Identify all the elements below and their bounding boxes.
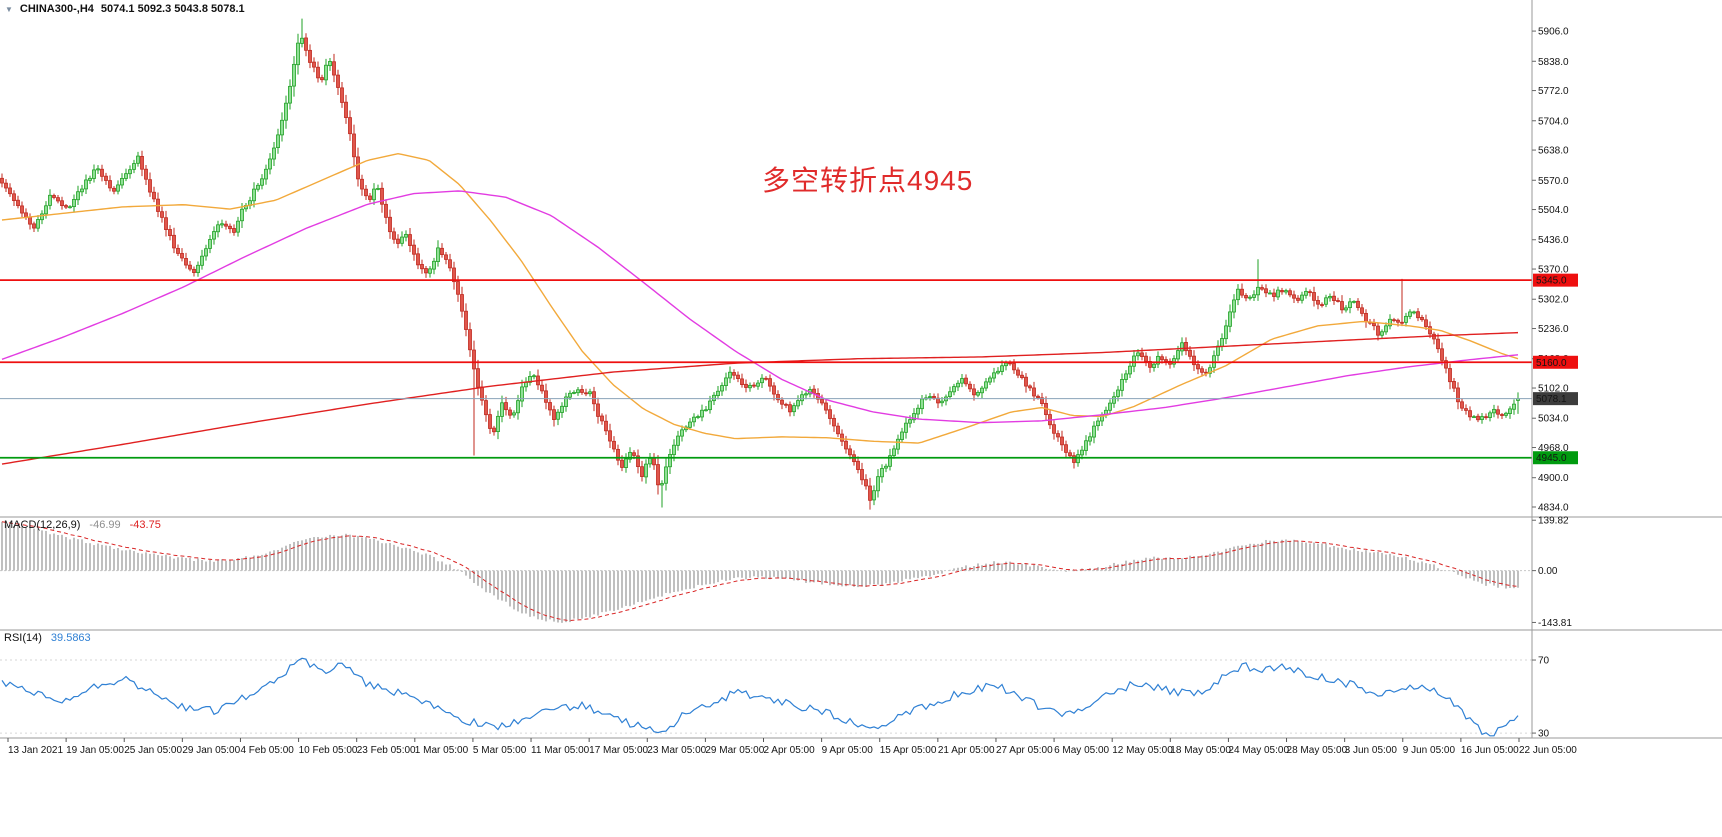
rsi-tick-label: 30 <box>1538 729 1550 740</box>
time-tick-label: 23 Mar 05:00 <box>647 745 706 756</box>
price-badge-5160.0: 5160.0 <box>1533 355 1578 369</box>
macd-signal-value: -43.75 <box>129 519 161 531</box>
time-tick-label: 28 May 05:00 <box>1287 745 1348 756</box>
price-tick-label: 5436.0 <box>1538 235 1569 246</box>
rsi-name-label: RSI(14) <box>4 632 42 644</box>
price-tick-label: 5102.0 <box>1538 384 1569 395</box>
time-tick-label: 9 Apr 05:00 <box>822 745 874 756</box>
price-tick-label: 4968.0 <box>1538 443 1569 454</box>
price-badge-5345.0: 5345.0 <box>1533 273 1578 287</box>
time-tick-label: 29 Jan 05:00 <box>182 745 240 756</box>
price-tick-label: 5838.0 <box>1538 57 1569 68</box>
time-axis: 13 Jan 2021 19 Jan 05:00 25 Jan 05:00 29 Ja… <box>7 738 1577 756</box>
rsi-axis-labels: 70 30 <box>1532 656 1550 740</box>
rsi-line <box>1 657 1519 737</box>
macd-main-value: -46.99 <box>89 519 121 531</box>
time-tick-label: 24 May 05:00 <box>1228 745 1289 756</box>
ma-medium-line <box>1 190 1519 424</box>
time-tick-label: 19 Jan 05:00 <box>66 745 124 756</box>
time-tick-label: 11 Mar 05:00 <box>531 745 590 756</box>
time-tick-label: 25 Jan 05:00 <box>124 745 182 756</box>
price-tick-label: 5236.0 <box>1538 324 1569 335</box>
time-tick-label: 18 May 05:00 <box>1170 745 1231 756</box>
price-tick-label: 5034.0 <box>1538 414 1569 425</box>
macd-indicator-title: MACD(12,26,9) -46.99 -43.75 <box>4 519 161 531</box>
price-tick-label: 4834.0 <box>1538 503 1569 514</box>
chart-title: ▼ CHINA300-,H4 5074.1 5092.3 5043.8 5078… <box>5 3 245 15</box>
time-tick-label: 12 May 05:00 <box>1112 745 1173 756</box>
price-tick-label: 4900.0 <box>1538 473 1569 484</box>
price-tick-label: 5570.0 <box>1538 176 1569 187</box>
time-tick-label: 10 Feb 05:00 <box>299 745 358 756</box>
price-badge-4945.0: 4945.0 <box>1533 451 1578 465</box>
rsi-indicator-title: RSI(14) 39.5863 <box>4 632 91 644</box>
svg-text:5160.0: 5160.0 <box>1536 358 1567 369</box>
price-tick-label: 5370.0 <box>1538 265 1569 276</box>
macd-name-label: MACD(12,26,9) <box>4 519 81 531</box>
time-tick-label: 3 Jun 05:00 <box>1345 745 1398 756</box>
price-axis-labels: 5906.0 5838.0 5772.0 5704.0 5638.0 5570.0 5504… <box>1532 27 1569 514</box>
macd-axis-labels: 139.82 0.00 -143.81 <box>1532 516 1572 629</box>
time-tick-label: 17 Mar 05:00 <box>589 745 648 756</box>
time-tick-label: 22 Jun 05:00 <box>1519 745 1577 756</box>
time-tick-label: 15 Apr 05:00 <box>880 745 937 756</box>
candles-layer[interactable] <box>0 18 1520 510</box>
ma-fast-line <box>1 152 1519 444</box>
svg-text:5345.0: 5345.0 <box>1536 276 1567 287</box>
price-tick-label: 5302.0 <box>1538 295 1569 306</box>
macd-tick-label: 139.82 <box>1538 516 1569 527</box>
price-tick-label: 5772.0 <box>1538 86 1569 97</box>
symbol-dropdown-icon[interactable]: ▼ <box>5 5 13 14</box>
time-tick-label: 29 Mar 05:00 <box>705 745 764 756</box>
time-tick-label: 4 Feb 05:00 <box>240 745 294 756</box>
chart-annotation-text: 多空转折点4945 <box>762 165 974 196</box>
ohlc-values-label: 5074.1 5092.3 5043.8 5078.1 <box>100 3 245 15</box>
time-tick-label: 16 Jun 05:00 <box>1461 745 1519 756</box>
macd-tick-label: 0.00 <box>1538 566 1558 577</box>
rsi-plot-area[interactable] <box>0 630 1532 738</box>
svg-text:5078.1: 5078.1 <box>1536 394 1567 405</box>
price-tick-label: 5906.0 <box>1538 27 1569 38</box>
chart-canvas[interactable]: 5906.0 5838.0 5772.0 5704.0 5638.0 5570.0 5504… <box>0 0 1722 770</box>
rsi-tick-label: 70 <box>1538 656 1550 667</box>
time-tick-label: 1 Mar 05:00 <box>415 745 469 756</box>
time-tick-label: 9 Jun 05:00 <box>1403 745 1456 756</box>
macd-histogram <box>1 521 1519 623</box>
price-tick-label: 5638.0 <box>1538 146 1569 157</box>
time-tick-label: 21 Apr 05:00 <box>938 745 995 756</box>
price-badge-5078.1: 5078.1 <box>1533 392 1578 406</box>
time-tick-label: 13 Jan 2021 <box>8 745 63 756</box>
time-tick-label: 23 Feb 05:00 <box>357 745 416 756</box>
price-tick-label: 5704.0 <box>1538 116 1569 127</box>
svg-text:4945.0: 4945.0 <box>1536 453 1567 464</box>
time-tick-label: 2 Apr 05:00 <box>764 745 816 756</box>
main-plot-area[interactable] <box>0 0 1532 517</box>
time-tick-label: 27 Apr 05:00 <box>996 745 1053 756</box>
time-tick-label: 6 May 05:00 <box>1054 745 1109 756</box>
time-tick-label: 5 Mar 05:00 <box>473 745 527 756</box>
symbol-timeframe-label: CHINA300-,H4 <box>19 3 94 15</box>
macd-tick-label: -143.81 <box>1538 618 1572 629</box>
price-tick-label: 5504.0 <box>1538 205 1569 216</box>
rsi-value: 39.5863 <box>50 632 91 644</box>
